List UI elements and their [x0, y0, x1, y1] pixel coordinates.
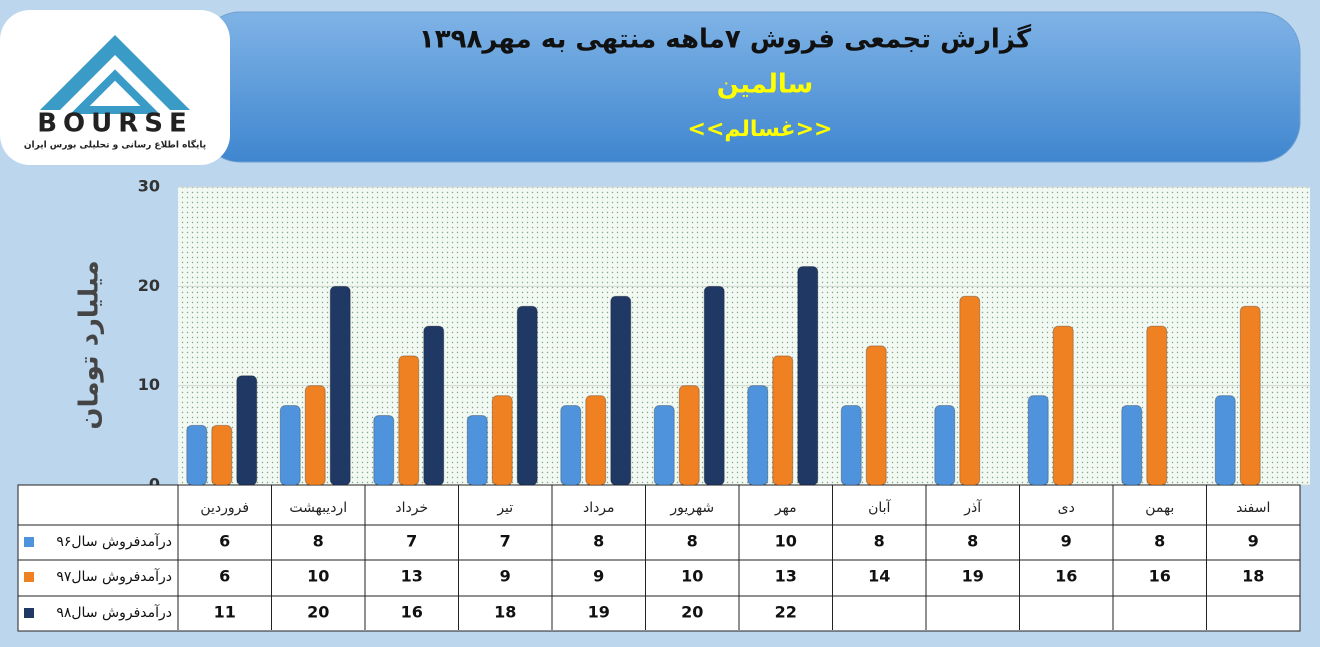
legend-label: درآمدفروش سال۹۸	[56, 604, 172, 621]
legend-label: درآمدفروش سال۹۷	[56, 568, 172, 585]
bar	[516, 305, 538, 486]
y-tick-label: 0	[149, 475, 160, 494]
table-value: 19	[588, 603, 610, 622]
bar	[186, 424, 208, 486]
logo-name: BOURSE	[37, 109, 193, 139]
x-tick-label: اسفند	[1236, 500, 1270, 516]
logo-mark	[40, 35, 190, 114]
x-tick-label: اردیبهشت	[289, 500, 347, 516]
bar	[1121, 405, 1143, 486]
table-frame	[17, 484, 1301, 632]
x-tick-label: شهریور	[669, 500, 714, 516]
table-value: 16	[1055, 567, 1077, 586]
chart-symbol: <<غسالم>>	[688, 117, 833, 142]
chart-title: گزارش تجمعی فروش ۷ماهه منتهی به مهر۱۳۹۸	[419, 24, 1032, 55]
bar	[1052, 325, 1074, 486]
table-value: 6	[219, 532, 230, 551]
bar	[466, 414, 488, 486]
y-tick-label: 30	[138, 177, 160, 196]
bar	[279, 405, 301, 486]
bar	[610, 295, 632, 486]
y-tick-label: 20	[138, 276, 160, 295]
bar	[423, 325, 445, 486]
logo-box	[0, 10, 230, 165]
legend-swatch	[24, 608, 34, 618]
x-tick-label: دی	[1058, 500, 1075, 516]
x-tick-label: آبان	[868, 499, 891, 516]
table-value: 8	[967, 532, 978, 551]
table-value: 20	[307, 603, 329, 622]
table-value: 6	[219, 567, 230, 586]
x-tick-label: مرداد	[583, 500, 615, 516]
bar	[1214, 395, 1236, 486]
bar	[959, 295, 981, 486]
bar	[678, 385, 700, 486]
table-value: 7	[500, 532, 511, 551]
bar	[304, 385, 326, 486]
bar	[373, 414, 395, 486]
table-value: 22	[775, 603, 797, 622]
table-value: 18	[494, 603, 516, 622]
x-tick-label: مهر	[774, 500, 797, 516]
legend-label: درآمدفروش سال۹۶	[56, 533, 172, 550]
table-value: 9	[500, 567, 511, 586]
table-value: 8	[874, 532, 885, 551]
plot-area	[178, 187, 1310, 485]
table-value: 20	[681, 603, 703, 622]
table-value: 14	[868, 567, 890, 586]
bar	[585, 395, 607, 486]
x-tick-label: فروردین	[200, 500, 249, 516]
table-value: 13	[401, 567, 423, 586]
legend-swatch	[24, 572, 34, 582]
bar	[934, 405, 956, 486]
table-value: 7	[406, 532, 417, 551]
table-value: 10	[307, 567, 329, 586]
bar	[236, 375, 258, 486]
bar	[1027, 395, 1049, 486]
x-tick-label: آذر	[963, 499, 982, 516]
table-value: 16	[1149, 567, 1171, 586]
table-value: 8	[687, 532, 698, 551]
table-value: 9	[593, 567, 604, 586]
table-value: 18	[1242, 567, 1264, 586]
bar	[703, 285, 725, 486]
table-value: 11	[214, 603, 236, 622]
bar	[653, 405, 675, 486]
x-tick-label: بهمن	[1145, 500, 1174, 516]
logo-tagline: پایگاه اطلاع رسانی و تحلیلی بورس ایران	[24, 139, 206, 151]
bar	[865, 345, 887, 486]
legend-swatch	[24, 537, 34, 547]
table-value: 8	[593, 532, 604, 551]
bar	[560, 405, 582, 486]
table-value: 8	[313, 532, 324, 551]
chart-subtitle: سالمین	[717, 70, 814, 100]
table-value: 10	[681, 567, 703, 586]
table-value: 16	[401, 603, 423, 622]
table-value: 9	[1248, 532, 1259, 551]
bar	[1239, 305, 1261, 486]
bar	[211, 424, 233, 486]
table-value: 10	[775, 532, 797, 551]
table-value: 8	[1154, 532, 1165, 551]
bar	[329, 285, 351, 486]
y-tick-label: 10	[138, 375, 160, 394]
bar	[491, 395, 513, 486]
x-tick-label: تیر	[496, 500, 513, 516]
bar	[398, 355, 420, 486]
bar	[840, 405, 862, 486]
bar	[747, 385, 769, 486]
bar	[772, 355, 794, 486]
y-axis-label: میلیارد تومان	[75, 260, 105, 429]
table-value: 9	[1061, 532, 1072, 551]
x-tick-label: خرداد	[395, 500, 428, 516]
bar	[1146, 325, 1168, 486]
bar	[797, 265, 819, 486]
table-value: 13	[775, 567, 797, 586]
table-value: 19	[962, 567, 984, 586]
